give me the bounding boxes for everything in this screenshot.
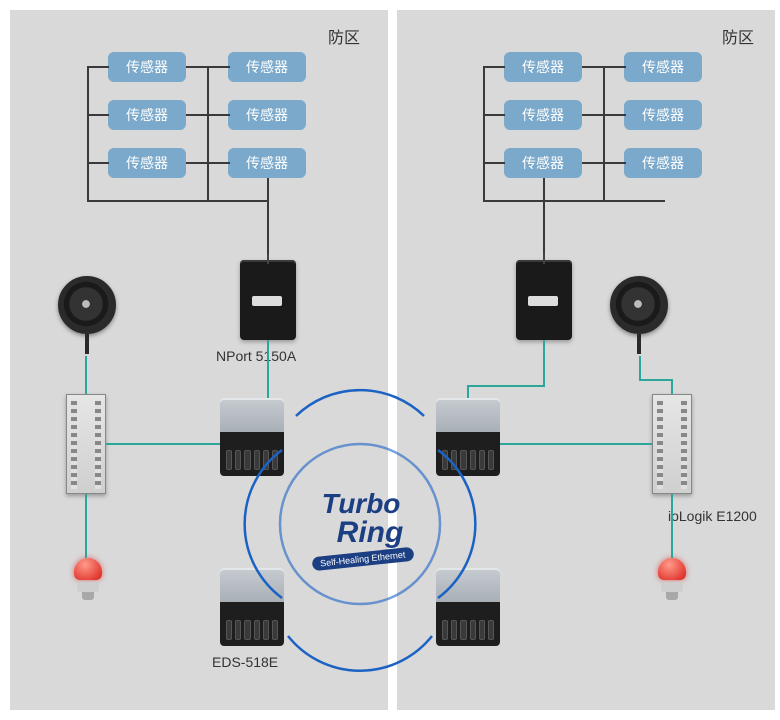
turbo-text: Turbo <box>306 490 416 518</box>
sensor-chip: 传感器 <box>504 52 582 82</box>
connector <box>603 66 605 200</box>
connector <box>483 162 505 164</box>
connector <box>483 114 505 116</box>
connector <box>186 162 230 164</box>
sensor-chip: 传感器 <box>624 148 702 178</box>
connector <box>483 66 485 200</box>
iologik-device <box>652 394 692 494</box>
sensor-chip: 传感器 <box>108 100 186 130</box>
ethernet-switch <box>220 398 284 476</box>
zone-right-label: 防区 <box>722 24 754 48</box>
connector <box>207 66 209 200</box>
connector <box>87 200 269 202</box>
speaker-icon <box>58 276 116 354</box>
sensor-chip: 传感器 <box>108 52 186 82</box>
sensor-chip: 传感器 <box>624 100 702 130</box>
connector <box>87 162 109 164</box>
nport-device <box>240 260 296 340</box>
ring-text: Ring <box>324 518 416 548</box>
nport-device <box>516 260 572 340</box>
iologik-label: ioLogik E1200 <box>668 508 757 524</box>
connector <box>483 66 505 68</box>
ethernet-switch <box>220 568 284 646</box>
alarm-light-icon <box>658 558 686 594</box>
alarm-light-icon <box>74 558 102 594</box>
connector <box>582 66 626 68</box>
switch-label: EDS-518E <box>212 654 278 670</box>
connector <box>483 200 665 202</box>
zone-left-label: 防区 <box>328 24 360 48</box>
connector <box>186 114 230 116</box>
iologik-device <box>66 394 106 494</box>
connector <box>87 66 109 68</box>
diagram-canvas: 防区 防区 传感器 传感器 传感器 传感器 传感器 传感器 传感器 传感器 传感… <box>0 0 780 720</box>
connector <box>87 66 89 200</box>
sensor-chip: 传感器 <box>228 148 306 178</box>
nport-label: NPort 5150A <box>216 348 296 364</box>
sensor-chip: 传感器 <box>228 52 306 82</box>
connector <box>186 66 230 68</box>
connector <box>267 178 269 258</box>
connector <box>87 114 109 116</box>
connector <box>582 162 626 164</box>
sensor-chip: 传感器 <box>504 148 582 178</box>
turbo-ring-logo: Turbo Ring <box>306 490 416 548</box>
connector <box>582 114 626 116</box>
sensor-chip: 传感器 <box>108 148 186 178</box>
sensor-chip: 传感器 <box>228 100 306 130</box>
ethernet-switch <box>436 568 500 646</box>
speaker-icon <box>610 276 668 354</box>
sensor-chip: 传感器 <box>624 52 702 82</box>
ethernet-switch <box>436 398 500 476</box>
connector <box>543 178 545 258</box>
sensor-chip: 传感器 <box>504 100 582 130</box>
